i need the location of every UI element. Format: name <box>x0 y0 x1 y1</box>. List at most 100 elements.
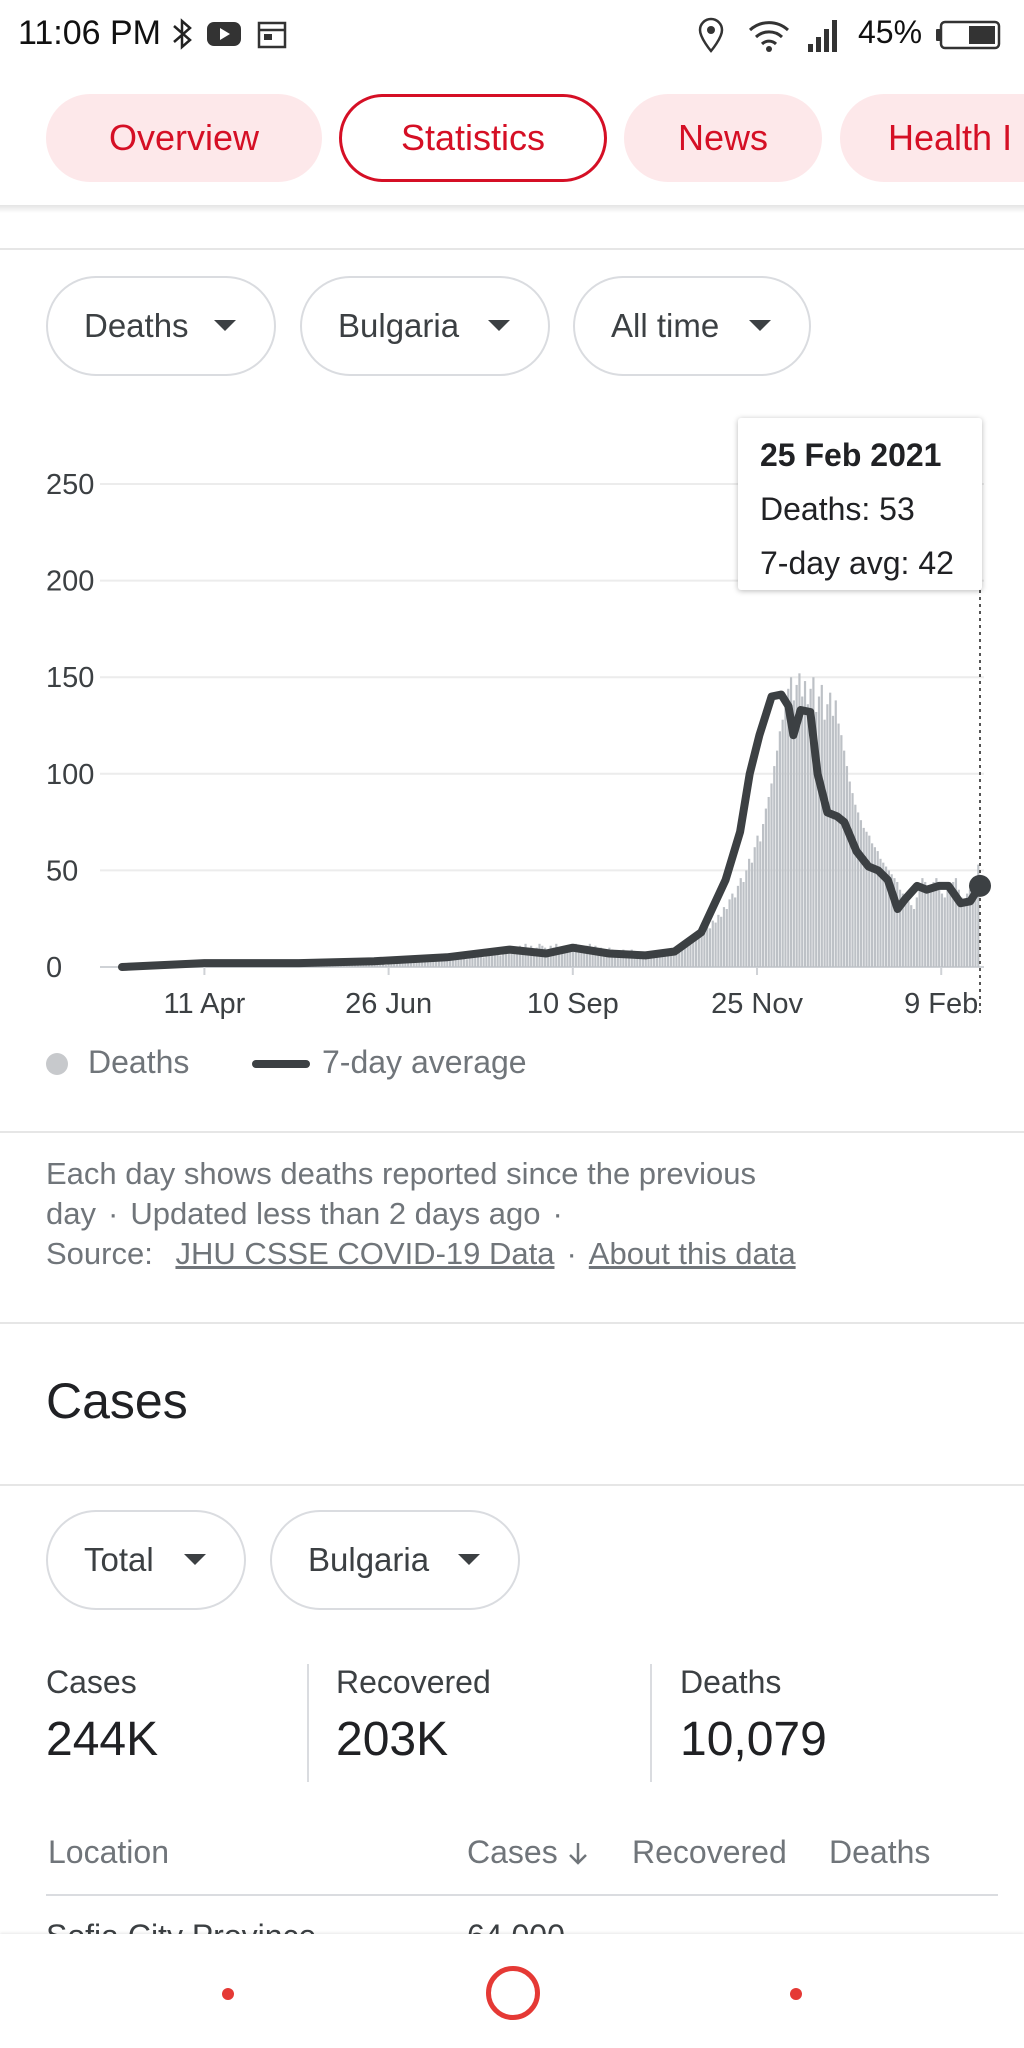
deaths-bar <box>407 961 410 967</box>
deaths-bar <box>742 881 745 967</box>
deaths-bar <box>745 870 748 967</box>
deaths-bar <box>725 909 728 967</box>
deaths-bar <box>801 696 804 967</box>
tab-overview[interactable]: Overview <box>46 94 322 182</box>
deaths-bar <box>787 688 790 967</box>
deaths-bar <box>907 901 910 967</box>
x-tick-label: 11 Apr <box>164 988 246 1020</box>
cases-region-dropdown[interactable]: Bulgaria <box>270 1510 520 1610</box>
section-divider <box>0 1484 1024 1486</box>
deaths-bar <box>666 953 670 967</box>
deaths-bar <box>460 957 463 967</box>
deaths-bar <box>585 945 589 967</box>
deaths-bar <box>943 897 946 967</box>
deaths-legend-swatch <box>46 1053 68 1075</box>
deaths-bar <box>435 957 438 967</box>
deaths-bar <box>432 959 435 967</box>
deaths-bar <box>597 949 600 967</box>
deaths-bar <box>627 951 631 967</box>
updated-text: Updated less than 2 days ago <box>130 1196 541 1231</box>
deaths-bar <box>770 783 773 967</box>
deaths-bar <box>680 947 684 967</box>
bluetooth-icon <box>170 16 194 57</box>
recovered-column-header[interactable]: Recovered <box>632 1834 787 1870</box>
cases-column-header[interactable]: Cases <box>467 1834 589 1871</box>
deaths-column-header[interactable]: Deaths <box>829 1834 931 1870</box>
metric-dropdown[interactable]: Deaths <box>46 276 276 376</box>
deaths-bar <box>594 945 597 967</box>
deaths-bar <box>412 961 415 967</box>
deaths-bar <box>563 949 566 967</box>
deaths-bar <box>569 947 572 967</box>
deaths-bar <box>795 684 798 967</box>
deaths-bar <box>845 766 849 967</box>
nav-home-button[interactable] <box>486 1966 540 2020</box>
deaths-bar <box>658 953 661 967</box>
metric-dropdown-label: Deaths <box>84 307 189 344</box>
deaths-bar <box>479 955 482 967</box>
deaths-bar <box>365 965 368 967</box>
period-dropdown-label: All time <box>611 307 720 344</box>
deaths-bar <box>611 949 614 967</box>
deaths-legend-label: Deaths <box>88 1044 190 1080</box>
deaths-bar <box>664 955 667 967</box>
cases-type-dropdown[interactable]: Total <box>46 1510 246 1610</box>
x-tick-label: 9 Feb <box>904 988 978 1020</box>
about-data-link[interactable]: About this data <box>588 1236 796 1271</box>
seven-day-average-line <box>118 690 984 971</box>
deaths-bar <box>720 916 723 967</box>
deaths-bar <box>750 862 754 967</box>
data-note: Each day shows deaths reported since the… <box>46 1156 796 1271</box>
deaths-bar <box>792 700 795 967</box>
deaths-bar <box>697 936 700 967</box>
deaths-bar <box>571 945 575 967</box>
sort-down-arrow-icon <box>567 1834 589 1870</box>
region-dropdown-label: Bulgaria <box>338 307 460 344</box>
deaths-chart[interactable]: 0 50 100 150 200 250 11 Apr 26 Jun 10 Sep 25 Nov… <box>0 400 1024 1040</box>
deaths-bar <box>893 878 896 967</box>
source-link[interactable]: JHU CSSE COVID-19 Data <box>175 1236 555 1271</box>
tab-statistics[interactable]: Statistics <box>339 94 607 182</box>
deaths-bar <box>904 897 907 967</box>
deaths-bar <box>708 928 712 967</box>
tooltip-date: 25 Feb 2021 <box>760 437 942 473</box>
deaths-bar <box>465 959 468 967</box>
deaths-bar <box>507 951 510 967</box>
deaths-bar <box>633 951 636 967</box>
deaths-bar <box>468 957 471 967</box>
deaths-bar <box>451 955 454 967</box>
deaths-bar <box>395 963 399 967</box>
deaths-bar <box>762 824 765 967</box>
deaths-bar <box>873 847 876 967</box>
deaths-bar <box>376 963 379 967</box>
deaths-bar <box>734 897 737 967</box>
deaths-bar <box>689 938 692 967</box>
cases-heading: Cases <box>46 1373 188 1429</box>
deaths-bar <box>756 835 759 967</box>
deaths-bar <box>546 949 550 967</box>
deaths-bar <box>516 951 519 967</box>
tab-news[interactable]: News <box>624 94 822 182</box>
deaths-bar <box>949 885 952 967</box>
deaths-bar <box>574 943 577 967</box>
deaths-bar <box>474 957 477 967</box>
deaths-bar <box>815 711 818 967</box>
deaths-bar <box>502 951 505 967</box>
deaths-bar <box>924 881 927 967</box>
stat-divider <box>307 1664 309 1782</box>
deaths-bar <box>831 715 835 967</box>
deaths-bar <box>639 955 642 967</box>
deaths-bar <box>493 951 496 967</box>
tab-health-info[interactable]: Health I <box>840 94 1024 182</box>
y-tick-label: 150 <box>46 662 94 694</box>
location-column-header[interactable]: Location <box>48 1834 169 1870</box>
deaths-bar <box>387 963 390 967</box>
region-dropdown[interactable]: Bulgaria <box>300 276 550 376</box>
deaths-bar <box>748 858 751 967</box>
nav-menu-button[interactable] <box>222 1988 234 2000</box>
nav-back-button[interactable] <box>790 1988 802 2000</box>
period-dropdown[interactable]: All time <box>573 276 811 376</box>
deaths-bar <box>381 963 385 967</box>
deaths-bar <box>820 684 823 967</box>
deaths-bar <box>728 899 731 967</box>
